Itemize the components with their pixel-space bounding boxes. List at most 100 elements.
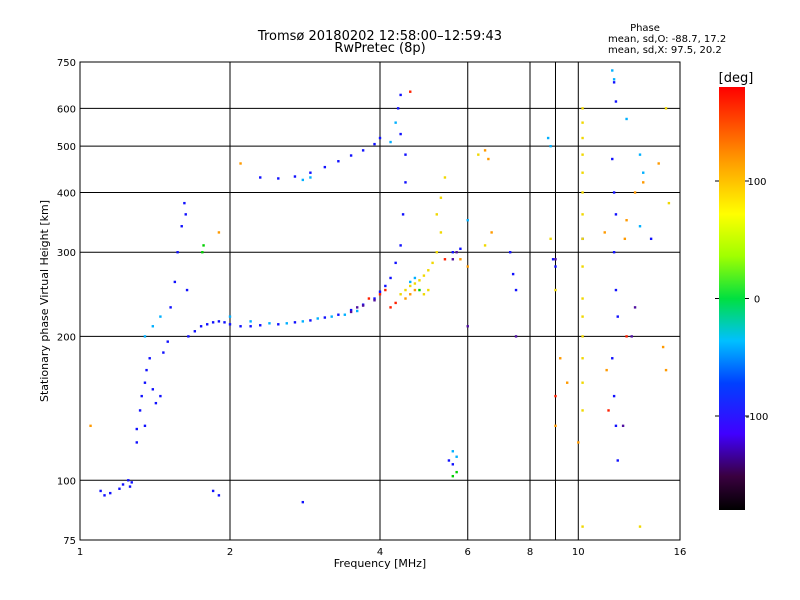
data-point (605, 368, 608, 372)
data-point (427, 269, 430, 272)
data-point (99, 489, 102, 493)
data-point (316, 317, 319, 320)
data-point (581, 213, 584, 216)
data-point (554, 288, 557, 292)
data-point (466, 219, 469, 222)
data-point (202, 244, 205, 247)
data-point (401, 213, 405, 216)
data-point (128, 485, 132, 488)
data-point (483, 244, 487, 247)
data-point (451, 251, 455, 254)
data-point (378, 293, 382, 296)
data-point (361, 149, 365, 152)
data-point (612, 251, 616, 254)
data-point (413, 282, 417, 285)
x-tick-label: 1 (77, 547, 83, 558)
colorbar-ticks: 100 0 -100 (715, 177, 768, 423)
data-point (621, 424, 625, 428)
data-point (259, 176, 262, 179)
data-point (228, 323, 232, 326)
y-tick-label: 400 (57, 188, 76, 199)
data-point (373, 142, 376, 146)
data-point (211, 489, 215, 493)
data-point (145, 368, 148, 372)
data-point (378, 136, 382, 140)
data-point (616, 459, 619, 462)
y-tick-label: 750 (57, 58, 76, 69)
data-point (183, 201, 186, 205)
data-point (309, 319, 312, 322)
data-point (409, 284, 412, 288)
data-point (249, 325, 252, 328)
data-point (143, 335, 147, 338)
data-point (173, 280, 177, 284)
data-point (614, 424, 618, 428)
data-point (89, 424, 92, 428)
data-point (418, 288, 421, 292)
data-point (611, 69, 614, 72)
data-point (373, 297, 376, 300)
y-tick-label: 100 (57, 476, 76, 487)
data-point (435, 213, 438, 216)
data-point (514, 335, 518, 338)
data-point (413, 288, 417, 292)
data-point (184, 213, 187, 216)
y-tick-label: 200 (57, 332, 76, 343)
data-point (633, 191, 637, 194)
data-point (625, 335, 628, 338)
data-point (581, 136, 584, 140)
stats-line-x: mean, sd,X: 97.5, 20.2 (608, 45, 722, 56)
data-point (614, 100, 618, 103)
data-point (581, 237, 584, 241)
data-point (367, 297, 371, 300)
data-point (384, 288, 387, 292)
data-point (130, 481, 133, 484)
data-point (483, 149, 487, 152)
data-point (399, 293, 402, 296)
data-point (581, 335, 584, 338)
data-point (612, 191, 616, 194)
data-point (349, 310, 353, 314)
data-point (612, 394, 616, 398)
data-point (109, 491, 112, 495)
data-point (309, 176, 312, 179)
data-point (447, 459, 451, 462)
data-point (409, 90, 412, 93)
data-point (389, 276, 392, 280)
data-point (143, 424, 147, 428)
data-point (404, 181, 407, 184)
data-point (616, 315, 619, 318)
data-point (293, 321, 297, 324)
data-point (431, 261, 434, 265)
data-point (625, 219, 628, 222)
data-point (259, 324, 262, 327)
data-point (612, 81, 616, 84)
data-point (228, 315, 232, 318)
data-point (581, 297, 584, 300)
data-point (418, 279, 421, 282)
data-point (554, 424, 557, 428)
data-point (127, 479, 130, 482)
data-point (205, 323, 209, 326)
data-point (581, 153, 584, 156)
data-point (404, 297, 407, 300)
data-point (581, 357, 584, 360)
colorbar-label: [deg] (719, 71, 754, 86)
data-point (611, 357, 614, 360)
data-point (551, 258, 555, 261)
data-point (277, 323, 280, 326)
data-point (138, 409, 142, 412)
stats-heading: Phase (630, 23, 660, 34)
data-point (443, 258, 447, 261)
data-point (508, 251, 512, 254)
data-point (554, 265, 557, 268)
data-point (451, 474, 455, 478)
data-point (140, 394, 143, 398)
y-tick-label: 600 (57, 104, 76, 115)
data-point (193, 330, 197, 333)
data-point (384, 284, 387, 288)
data-point (638, 153, 642, 156)
data-point (614, 288, 618, 292)
data-point (162, 351, 165, 354)
